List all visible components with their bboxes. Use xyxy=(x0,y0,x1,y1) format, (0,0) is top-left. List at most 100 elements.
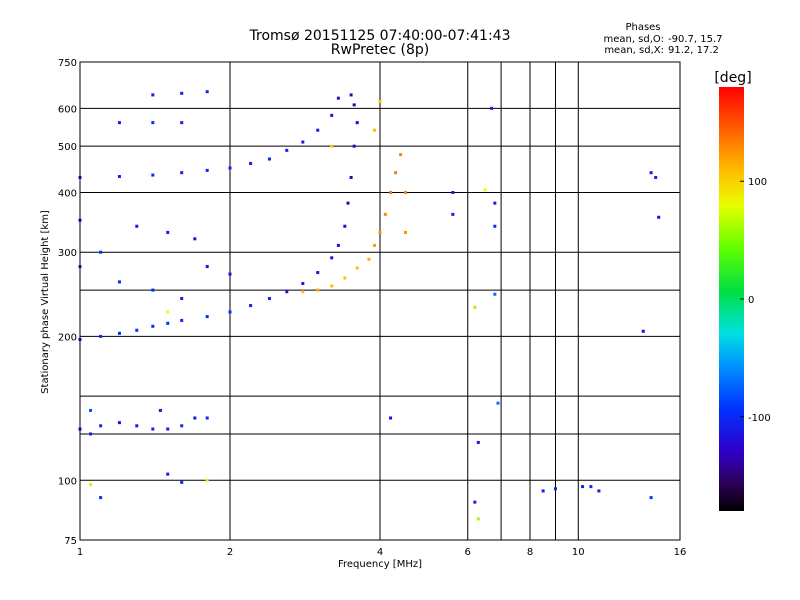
data-point xyxy=(649,496,653,500)
data-point xyxy=(355,121,359,125)
data-point xyxy=(451,212,455,216)
data-point xyxy=(180,480,184,484)
data-point xyxy=(193,416,197,420)
data-point xyxy=(135,224,139,228)
data-point xyxy=(473,500,477,504)
data-point xyxy=(657,215,661,219)
data-point xyxy=(597,489,601,493)
data-point xyxy=(330,144,334,148)
data-point xyxy=(267,157,271,161)
x-tick-label: 6 xyxy=(465,547,471,558)
data-point xyxy=(383,212,387,216)
data-point xyxy=(180,171,184,175)
data-point xyxy=(301,140,305,144)
data-point xyxy=(403,230,407,234)
data-point xyxy=(316,128,320,132)
x-axis-label: Frequency [MHz] xyxy=(338,559,422,570)
colorbar-title: [deg] xyxy=(714,70,751,86)
data-points xyxy=(78,90,661,521)
data-point xyxy=(378,230,382,234)
data-point xyxy=(367,257,371,261)
y-axis-ticks: 75 100 200 300 400 500 600 750 xyxy=(58,58,77,547)
data-point xyxy=(151,324,155,328)
data-point xyxy=(193,237,197,241)
data-point xyxy=(493,292,497,296)
plot-area xyxy=(78,61,681,541)
data-point xyxy=(228,310,232,314)
chart-title: Tromsø 20151125 07:40:00-07:41:43 xyxy=(249,28,511,44)
colorbar-ticks: 100 0 -100 xyxy=(740,177,771,424)
data-point xyxy=(490,106,494,110)
data-point xyxy=(316,288,320,292)
data-point xyxy=(301,290,305,294)
data-point xyxy=(205,265,209,269)
data-point xyxy=(166,321,170,325)
data-point xyxy=(151,93,155,97)
y-tick-label: 75 xyxy=(64,536,77,547)
colorbar-tick-label: 0 xyxy=(748,295,754,306)
data-point xyxy=(389,416,393,420)
data-point xyxy=(205,90,209,94)
data-point xyxy=(228,166,232,170)
data-point xyxy=(158,408,162,412)
data-point xyxy=(476,517,480,521)
x-tick-label: 16 xyxy=(674,547,687,558)
data-point xyxy=(394,171,398,175)
colorbar xyxy=(719,87,744,511)
colorbar-tick-label: -100 xyxy=(748,413,771,424)
data-point xyxy=(117,421,121,425)
data-point xyxy=(403,190,407,194)
data-point xyxy=(249,161,253,165)
data-point xyxy=(316,271,320,275)
data-point xyxy=(352,144,356,148)
data-point xyxy=(336,96,340,100)
data-point xyxy=(641,329,645,333)
data-point xyxy=(117,175,121,179)
y-tick-label: 100 xyxy=(58,476,77,487)
data-point xyxy=(180,91,184,95)
data-point xyxy=(285,290,289,294)
data-point xyxy=(330,113,334,117)
data-point xyxy=(89,408,93,412)
data-point xyxy=(496,401,500,405)
stats-x-label: mean, sd,X: xyxy=(604,45,664,56)
data-point xyxy=(352,103,356,107)
data-point xyxy=(228,272,232,276)
data-point xyxy=(117,121,121,125)
x-axis-ticks: 1 2 4 6 8 10 16 xyxy=(77,547,687,558)
data-point xyxy=(541,489,545,493)
data-point xyxy=(99,334,103,338)
y-tick-label: 600 xyxy=(58,104,77,115)
data-point xyxy=(205,416,209,420)
stats-x-values: 91.2, 17.2 xyxy=(668,45,719,56)
data-point xyxy=(389,190,393,194)
y-tick-label: 200 xyxy=(58,332,77,343)
data-point xyxy=(166,427,170,431)
data-point xyxy=(135,424,139,428)
data-point xyxy=(249,304,253,308)
data-point xyxy=(336,243,340,247)
data-point xyxy=(330,256,334,260)
data-point xyxy=(99,424,103,428)
y-tick-label: 400 xyxy=(58,188,77,199)
data-point xyxy=(493,201,497,205)
data-point xyxy=(343,276,347,280)
data-point xyxy=(373,243,377,247)
stats-o-label: mean, sd,O: xyxy=(603,34,664,45)
y-tick-label: 500 xyxy=(58,142,77,153)
y-tick-label: 300 xyxy=(58,248,77,259)
data-point xyxy=(589,485,593,489)
stats-header: Phases xyxy=(625,22,660,33)
chart-subtitle: RwPretec (8p) xyxy=(331,42,429,58)
data-point xyxy=(99,250,103,254)
data-point xyxy=(355,266,359,270)
y-tick-label: 750 xyxy=(58,58,77,69)
data-point xyxy=(267,297,271,301)
data-point xyxy=(99,496,103,500)
data-point xyxy=(476,440,480,444)
data-point xyxy=(180,297,184,301)
data-point xyxy=(117,331,121,335)
data-point xyxy=(135,328,139,332)
data-point xyxy=(399,153,403,157)
data-point xyxy=(343,224,347,228)
